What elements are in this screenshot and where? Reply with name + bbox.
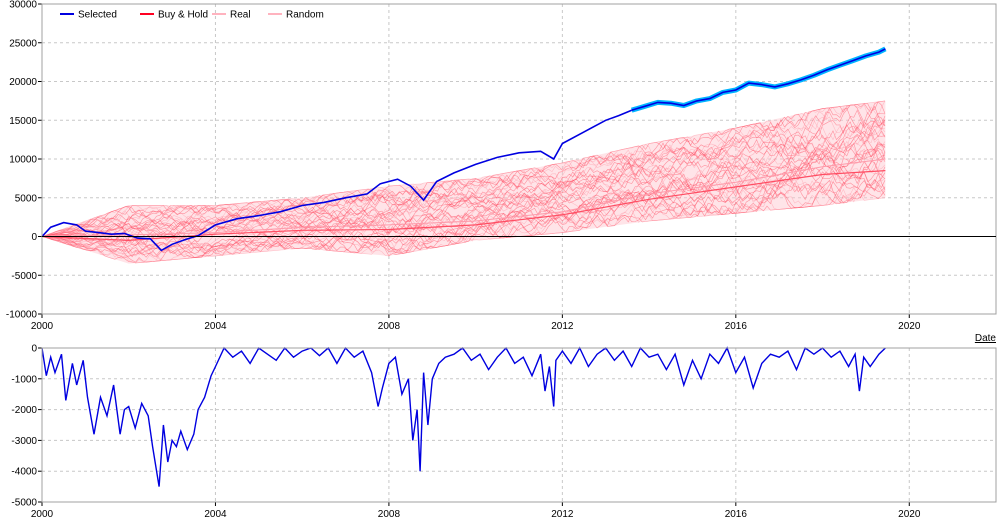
equity-y-tick-label: 30000 <box>9 0 37 11</box>
equity-y-tick-label: 10000 <box>9 155 37 166</box>
random-path <box>41 150 886 254</box>
equity-x-tick-label: 2016 <box>725 321 748 332</box>
buyhold-series-line <box>631 48 886 111</box>
drawdown-x-tick-label: 2012 <box>551 509 574 520</box>
drawdown-x-tick-label: 2004 <box>204 509 227 520</box>
drawdown-series-line <box>41 346 886 487</box>
equity-y-tick-label: 0 <box>31 232 37 243</box>
drawdown-y-tick-label: -2000 <box>11 405 37 416</box>
random-path <box>41 128 886 237</box>
legend-label: Random <box>286 10 324 21</box>
drawdown-series <box>41 346 886 487</box>
tick-labels: 2000 2004 2008 2012 2016 2020-10000-500005000… <box>6 0 997 520</box>
drawdown-x-tick-label: 2020 <box>898 509 921 520</box>
equity-y-tick-label: 25000 <box>9 38 37 49</box>
random-path <box>42 125 886 237</box>
legend: Selected Buy & Hold Real Random <box>60 10 324 21</box>
random-path <box>41 134 886 237</box>
axes <box>38 3 997 506</box>
random-path <box>41 166 886 254</box>
random-path <box>41 162 886 255</box>
drawdown-x-tick-label: 2008 <box>378 509 401 520</box>
random-path <box>41 157 886 258</box>
random-path <box>41 143 886 241</box>
selected-series-line <box>41 109 633 252</box>
random-path <box>41 100 886 237</box>
equity-y-tick-label: 15000 <box>9 116 37 127</box>
random-path <box>41 111 886 237</box>
drawdown-plot-frame <box>41 347 997 503</box>
legend-label: Buy & Hold <box>158 10 208 21</box>
equity-y-tick-label: -10000 <box>6 310 38 321</box>
legend-label: Real <box>230 10 251 21</box>
equity-x-axis-label: Date <box>975 333 997 344</box>
drawdown-y-tick-label: 0 <box>31 344 37 355</box>
drawdown-y-tick-label: -3000 <box>11 436 37 447</box>
equity-y-tick-label: 5000 <box>15 193 38 204</box>
equity-x-tick-label: 2008 <box>378 321 401 332</box>
drawdown-x-tick-label: 2016 <box>725 509 748 520</box>
equity-y-tick-label: -5000 <box>11 271 37 282</box>
equity-y-tick-label: 20000 <box>9 77 37 88</box>
drawdown-y-tick-label: -5000 <box>11 498 37 509</box>
random-path <box>41 122 886 237</box>
legend-label: Selected <box>78 10 117 21</box>
random-path <box>41 100 886 237</box>
drawdown-y-tick-label: -4000 <box>11 467 37 478</box>
equity-x-tick-label: 2012 <box>551 321 574 332</box>
random-path <box>41 123 886 237</box>
equity-x-tick-label: 2004 <box>204 321 227 332</box>
random-path <box>41 112 886 237</box>
drawdown-x-tick-label: 2000 <box>31 509 54 520</box>
equity-x-tick-label: 2020 <box>898 321 921 332</box>
random-path <box>41 127 886 239</box>
drawdown-y-tick-label: -1000 <box>11 374 37 385</box>
random-path <box>42 141 886 241</box>
equity-plot-frame <box>41 3 997 315</box>
equity-x-tick-label: 2000 <box>31 321 54 332</box>
random-path <box>41 115 886 239</box>
random-path <box>41 171 886 259</box>
random-path <box>41 115 886 237</box>
real-series-line <box>41 158 886 237</box>
